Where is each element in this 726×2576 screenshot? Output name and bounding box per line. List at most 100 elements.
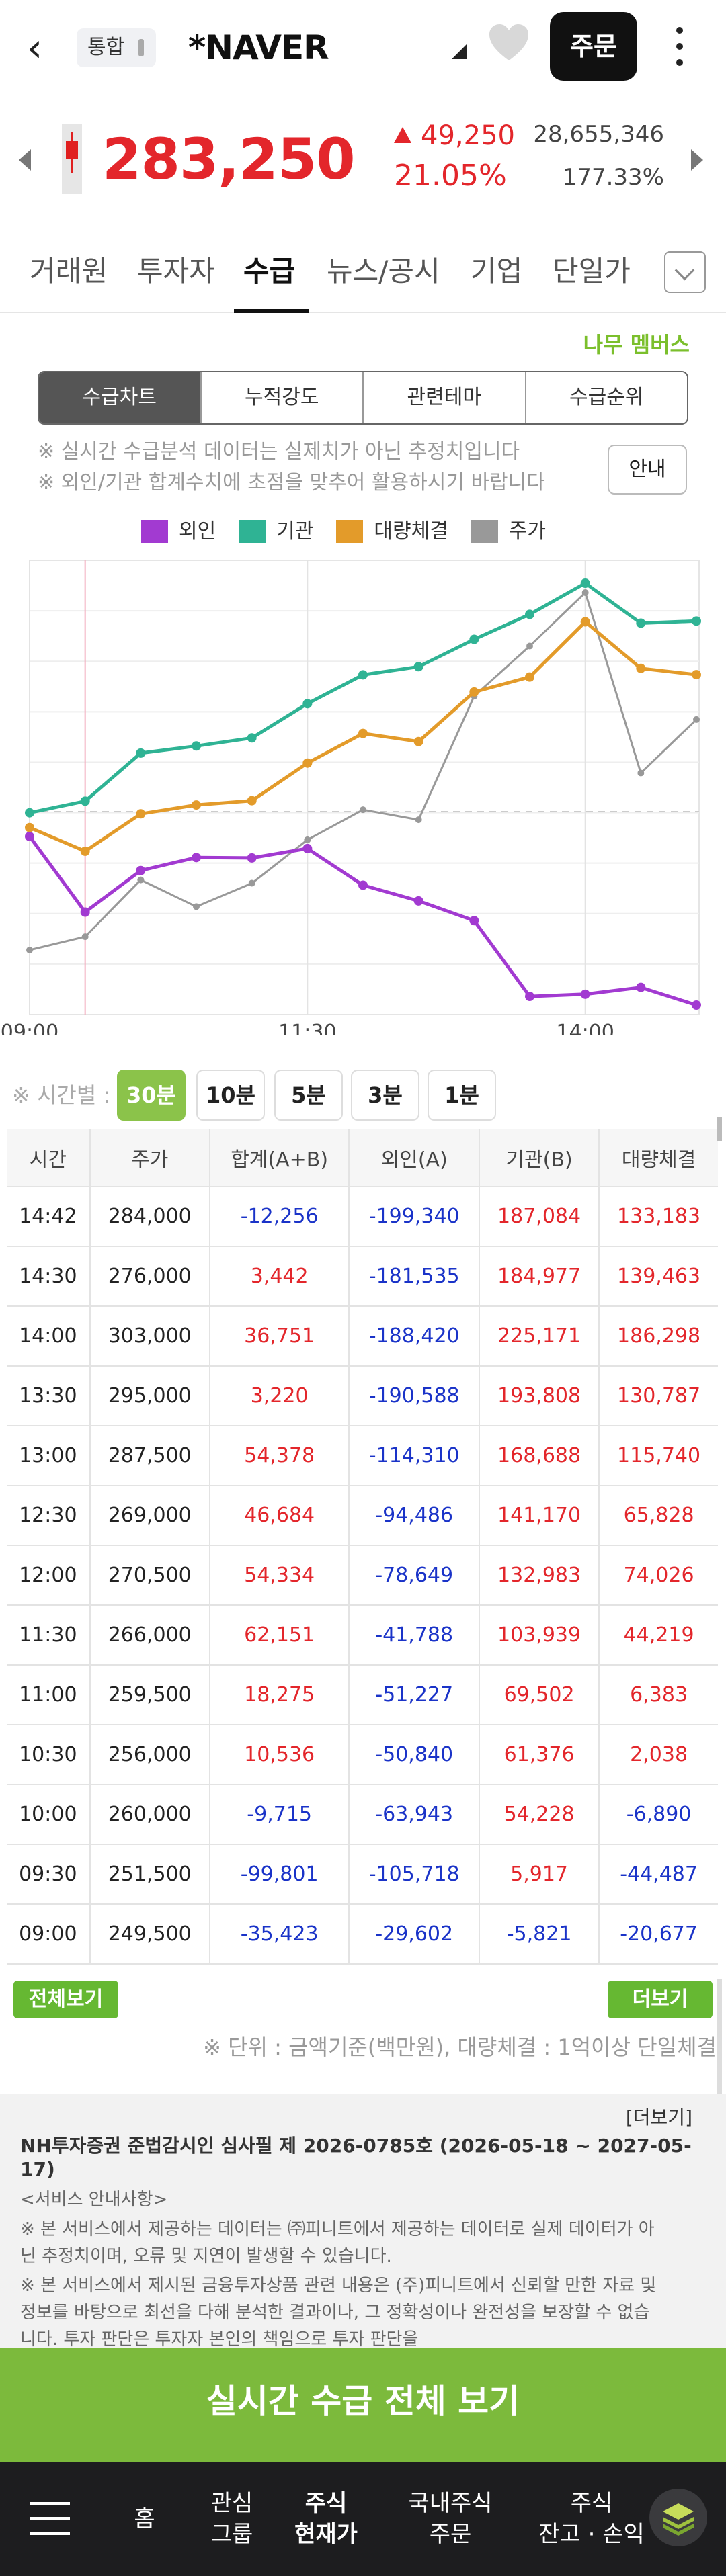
table-row: 14:42 284,000 -12,256 -199,340 187,084 133,18… [7, 1186, 718, 1247]
heart-icon[interactable] [485, 20, 532, 67]
table-row: 12:30 269,000 46,684 -94,486 141,170 65,828 [7, 1485, 718, 1546]
table-row: 10:30 256,000 10,536 -50,840 61,376 2,038 [7, 1724, 718, 1785]
market-badge[interactable]: 통합 [77, 28, 156, 67]
table-cell: -63,943 [348, 1784, 480, 1845]
data-point [525, 609, 534, 619]
data-point [636, 663, 646, 673]
data-point [637, 769, 645, 777]
table-cell: 249,500 [89, 1903, 210, 1965]
tab-news[interactable]: 뉴스/공시 [327, 255, 440, 288]
segment-ranking[interactable]: 수급순위 [526, 372, 687, 423]
table-cell: 74,026 [598, 1545, 718, 1606]
up-triangle-icon [394, 127, 411, 143]
data-point [192, 800, 201, 810]
data-point [693, 716, 700, 723]
data-point [26, 947, 33, 953]
more-button[interactable]: 더보기 [608, 1981, 713, 2018]
supply-demand-chart[interactable]: 09:00 11:30 14:00 [0, 551, 726, 1035]
data-point [360, 806, 366, 814]
interval-3m[interactable]: 3분 [351, 1070, 419, 1121]
data-point [469, 916, 479, 926]
stock-title[interactable]: *NAVER [188, 28, 329, 67]
title-dropdown-icon[interactable] [452, 44, 467, 59]
table-cell: 284,000 [89, 1186, 210, 1247]
realtime-full-view-button[interactable]: 실시간 수급 전체 보기 [0, 2348, 726, 2462]
disclaimer-more-link[interactable]: [더보기] [625, 2106, 692, 2129]
more-vertical-icon[interactable] [666, 20, 692, 74]
data-point [304, 836, 311, 843]
chevron-down-icon[interactable] [664, 251, 706, 293]
legend-swatch [471, 520, 498, 543]
interval-5m[interactable]: 5분 [274, 1070, 343, 1121]
table-row: 11:30 266,000 62,151 -41,788 103,939 44,219 [7, 1604, 718, 1666]
legend-swatch [239, 520, 266, 543]
table-cell: 276,000 [89, 1246, 210, 1307]
table-row: 09:30 251,500 -99,801 -105,718 5,917 -44,487 [7, 1844, 718, 1905]
menu-icon[interactable] [30, 2502, 70, 2536]
table-cell: 187,084 [478, 1186, 600, 1247]
segment-cumulative[interactable]: 누적강도 [201, 372, 364, 423]
disclaimer-line: ※ 본 서비스에서 제공하는 데이터는 ㈜피니트에서 제공하는 데이터로 실제 … [20, 2219, 655, 2239]
table-cell: -105,718 [348, 1844, 480, 1905]
nav-home[interactable]: 홈 [134, 2505, 155, 2532]
nav-domestic-order[interactable]: 국내주식 주문 [408, 2490, 493, 2548]
legend-swatch [141, 520, 168, 543]
table-cell: 13:30 [7, 1365, 91, 1426]
chevron-left-icon[interactable]: ‹ [27, 25, 43, 71]
data-point [302, 843, 313, 853]
table-cell: 14:00 [7, 1305, 91, 1367]
nav-current-price[interactable]: 주식 현재가 [294, 2490, 358, 2548]
table-cell: 61,376 [478, 1724, 600, 1785]
segment-theme[interactable]: 관련테마 [364, 372, 526, 423]
legend-item: 외인 [141, 515, 216, 548]
table-row: 13:00 287,500 54,378 -114,310 168,688 115,740 [7, 1425, 718, 1486]
bottom-navigation: 홈 관심 그룹 주식 현재가 국내주식 주문 주식 잔고 · 손익 [0, 2462, 726, 2576]
disclaimer-line: 닌 추정치이며, 오류 및 지연이 발생할 수 있습니다. [20, 2246, 392, 2266]
table-cell: -35,423 [208, 1903, 350, 1965]
table-cell: 266,000 [89, 1604, 210, 1666]
table-cell: -94,486 [348, 1485, 480, 1546]
table-cell: -114,310 [348, 1425, 480, 1486]
guide-button[interactable]: 안내 [608, 445, 687, 495]
table-cell: 10:00 [7, 1784, 91, 1845]
tab-investors[interactable]: 투자자 [137, 255, 215, 288]
tab-single-price[interactable]: 단일가 [553, 255, 631, 288]
table-cell: 251,500 [89, 1844, 210, 1905]
table-cell: 54,228 [478, 1784, 600, 1845]
data-point [247, 853, 257, 863]
data-point [358, 880, 368, 890]
layers-icon[interactable] [649, 2489, 707, 2546]
active-tab-underline [234, 309, 309, 313]
tab-brokers[interactable]: 거래원 [30, 255, 108, 288]
turnover-percent: 177.33% [562, 164, 664, 191]
legend-item: 대량체결 [336, 515, 448, 548]
segment-chart[interactable]: 수급차트 [39, 372, 202, 423]
order-button[interactable]: 주문 [550, 12, 637, 81]
data-point [469, 634, 479, 644]
tab-company[interactable]: 기업 [471, 255, 523, 288]
table-cell: 12:00 [7, 1545, 91, 1606]
table-cell: 13:00 [7, 1425, 91, 1486]
interval-10m[interactable]: 10분 [196, 1070, 265, 1121]
legend-item: 주가 [471, 515, 546, 548]
scrollbar[interactable] [717, 1117, 722, 1141]
unit-note: ※ 단위 : 금액기준(백만원), 대량체결 : 1억이상 단일체결 [203, 2034, 717, 2060]
nav-watchlist[interactable]: 관심 그룹 [210, 2490, 253, 2548]
tab-supply-demand[interactable]: 수급 [243, 255, 296, 288]
badge-bar-icon [138, 39, 144, 56]
interval-selector: ※ 시간별 : 30분 10분 5분 3분 1분 [0, 1064, 726, 1126]
table-cell: 5,917 [478, 1844, 600, 1905]
data-point [415, 816, 422, 824]
nav-balance[interactable]: 주식 잔고 · 손익 [538, 2490, 645, 2548]
next-stock-icon[interactable] [691, 149, 703, 171]
table-cell: 168,688 [478, 1425, 600, 1486]
data-point [302, 699, 313, 709]
column-header: 기관(B) [478, 1129, 600, 1187]
interval-30m[interactable]: 30분 [117, 1070, 186, 1121]
prev-stock-icon[interactable] [19, 149, 31, 171]
table-cell: 193,808 [478, 1365, 600, 1426]
table-cell: -41,788 [348, 1604, 480, 1666]
view-all-button[interactable]: 전체보기 [13, 1981, 118, 2018]
table-cell: -188,420 [348, 1305, 480, 1367]
interval-1m[interactable]: 1분 [428, 1070, 496, 1121]
